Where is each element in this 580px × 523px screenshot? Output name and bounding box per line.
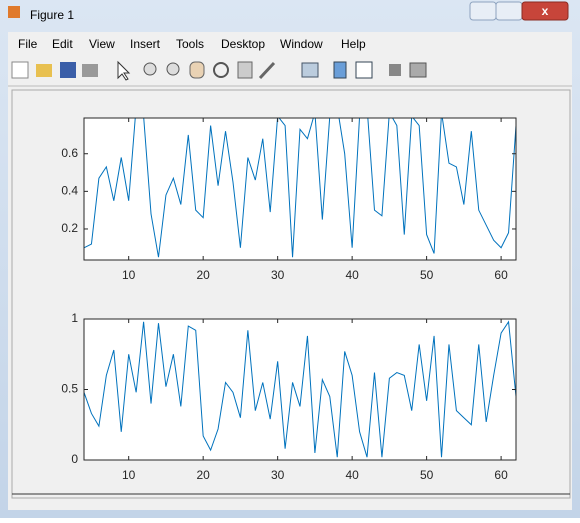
tool-link[interactable]: [301, 62, 319, 78]
menu-bar: File Edit View Insert Tools Desktop Window Help: [18, 37, 366, 51]
y-tick-label: 0: [71, 452, 78, 466]
tool-pan[interactable]: [189, 61, 205, 79]
window-title: Figure 1: [30, 8, 74, 22]
menu-item[interactable]: Desktop: [221, 37, 265, 51]
tool-save[interactable]: [60, 62, 76, 78]
tool-zoom-out[interactable]: [166, 62, 180, 76]
tool-print[interactable]: [82, 64, 98, 77]
data-line: [84, 320, 516, 458]
menu-item[interactable]: Edit: [52, 37, 73, 51]
y-tick-label: 1: [71, 311, 78, 325]
toolbar: [11, 60, 427, 81]
close-button[interactable]: [521, 1, 569, 21]
x-tick-label: 30: [271, 468, 285, 482]
menu-item[interactable]: Help: [341, 37, 366, 51]
x-tick-label: 50: [420, 468, 434, 482]
x-tick-label: 20: [196, 268, 210, 282]
menu-item[interactable]: Insert: [130, 37, 161, 51]
tool-rotate[interactable]: [213, 62, 229, 78]
tool-hide[interactable]: [389, 64, 401, 76]
tool-legend[interactable]: [355, 61, 373, 79]
plot-area: [84, 319, 516, 460]
y-tick-label: 0.5: [61, 382, 78, 396]
axes-box: [83, 318, 517, 461]
tool-colorbar[interactable]: [333, 61, 347, 79]
axes: 10 20 30 40 50 60 0 0.5 1: [61, 311, 517, 482]
x-tick-label: 60: [494, 268, 508, 282]
tool-zoom-in[interactable]: [143, 62, 157, 76]
plot-area: [84, 118, 516, 260]
menu-item[interactable]: Tools: [176, 37, 204, 51]
app-icon: [8, 6, 20, 18]
maximize-button[interactable]: [495, 1, 523, 21]
y-tick-label: 0.4: [61, 184, 78, 198]
x-tick-label: 40: [345, 468, 359, 482]
y-tick-label: 0.6: [61, 146, 78, 160]
y-tick-label: 0.2: [61, 221, 78, 235]
menu-item[interactable]: Window: [280, 37, 323, 51]
menu-item[interactable]: View: [89, 37, 115, 51]
menu-item[interactable]: File: [18, 37, 38, 51]
tool-open[interactable]: [36, 64, 52, 77]
axes: 10 20 30 40 50 60 0.2 0.4 0.6: [61, 117, 517, 282]
close-glyph: x: [542, 4, 549, 18]
x-tick-label: 10: [122, 468, 136, 482]
tool-pointer[interactable]: [117, 60, 131, 81]
x-tick-label: 30: [271, 268, 285, 282]
axes-box: [83, 117, 517, 261]
tool-datacursor[interactable]: [237, 61, 253, 79]
tool-new[interactable]: [11, 61, 29, 79]
tool-brush[interactable]: [258, 61, 276, 80]
data-line: [84, 118, 516, 258]
x-tick-label: 40: [345, 268, 359, 282]
x-tick-label: 50: [420, 268, 434, 282]
tool-show[interactable]: [409, 62, 427, 78]
x-tick-label: 10: [122, 268, 136, 282]
x-tick-label: 20: [196, 468, 210, 482]
x-tick-label: 60: [494, 468, 508, 482]
minimize-button[interactable]: [469, 1, 497, 21]
